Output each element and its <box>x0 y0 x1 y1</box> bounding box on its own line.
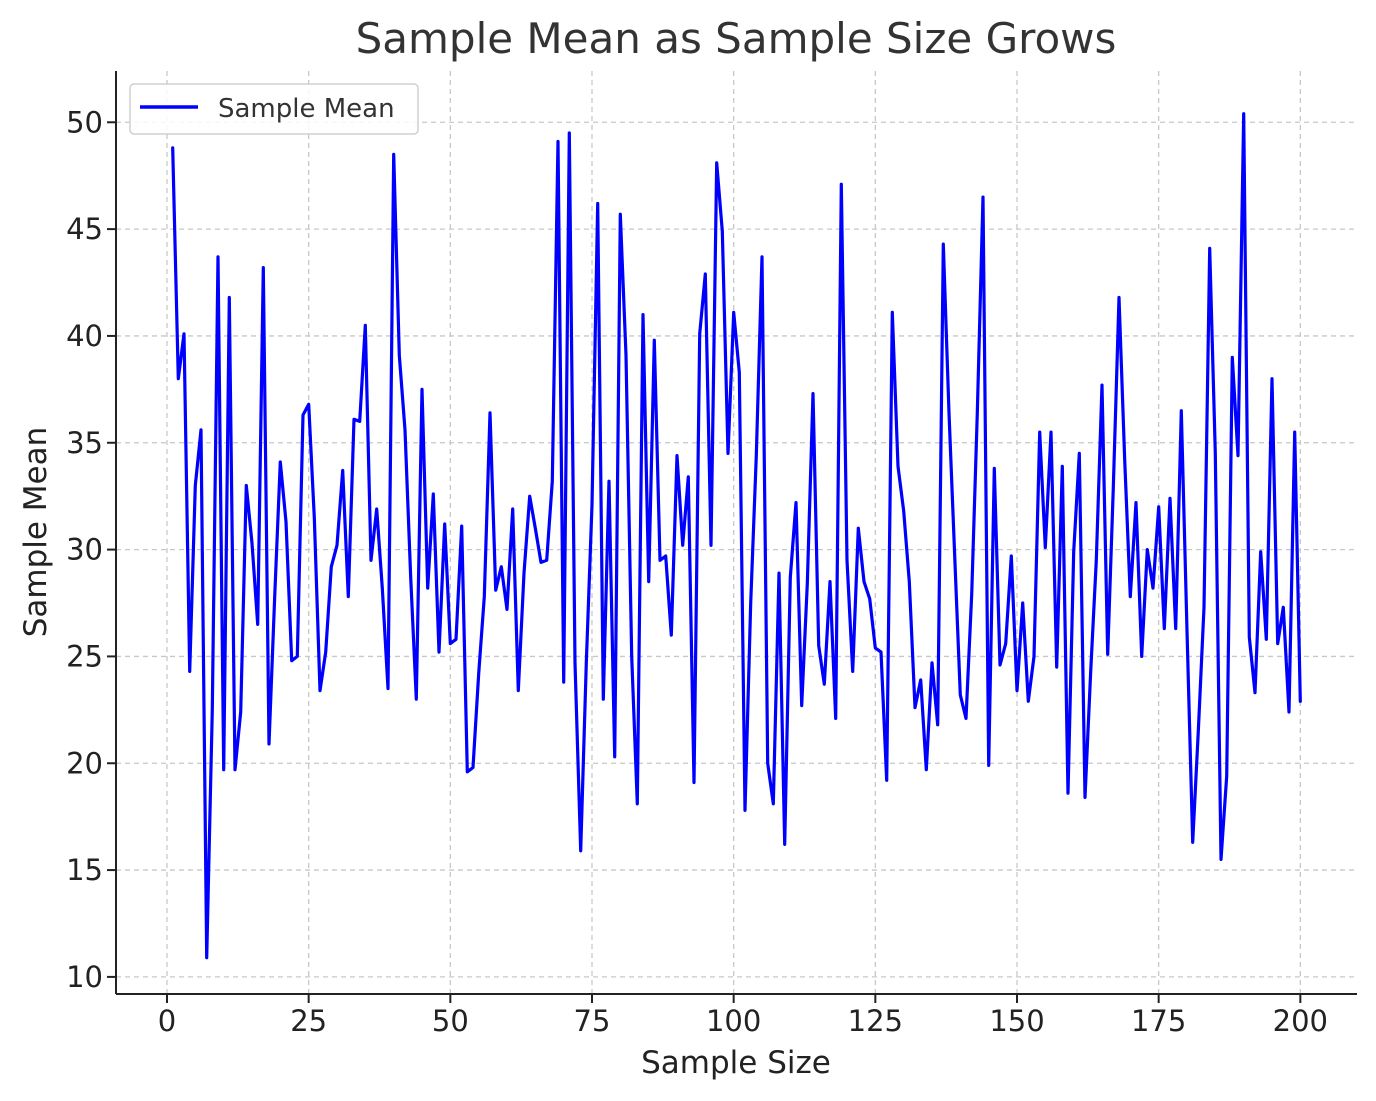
y-axis-label: Sample Mean <box>18 427 54 638</box>
y-tick-label: 35 <box>66 426 103 460</box>
y-tick-label: 10 <box>66 960 103 994</box>
grid-lines <box>116 71 1357 994</box>
x-tick-label: 175 <box>1131 1004 1186 1038</box>
tick-marks: 0 25 50 75 100 125 150 175 200 10 15 20 25 30 35 40 45 50 <box>66 105 1328 1038</box>
axes <box>115 71 1357 995</box>
x-tick-label: 100 <box>706 1004 761 1038</box>
x-tick-label: 0 <box>158 1004 176 1038</box>
x-axis-label: Sample Size <box>641 1045 831 1081</box>
y-tick-label: 20 <box>66 746 103 780</box>
x-tick-label: 50 <box>432 1004 469 1038</box>
legend: Sample Mean <box>129 83 419 135</box>
y-tick-label: 40 <box>66 319 103 353</box>
x-tick-label: 75 <box>574 1004 611 1038</box>
x-tick-label: 125 <box>848 1004 903 1038</box>
y-tick-label: 50 <box>66 105 103 139</box>
y-tick-label: 25 <box>66 639 103 673</box>
y-tick-label: 15 <box>66 853 103 887</box>
x-tick-label: 200 <box>1273 1004 1328 1038</box>
legend-box <box>129 83 419 135</box>
series-layer <box>171 112 1302 960</box>
y-tick-label: 30 <box>66 533 103 567</box>
x-tick-label: 150 <box>989 1004 1044 1038</box>
y-tick-label: 45 <box>66 212 103 246</box>
chart-title: Sample Mean as Sample Size Grows <box>356 14 1117 63</box>
legend-label: Sample Mean <box>218 94 395 124</box>
series-line-sample-mean <box>171 112 1302 960</box>
x-tick-label: 25 <box>290 1004 327 1038</box>
